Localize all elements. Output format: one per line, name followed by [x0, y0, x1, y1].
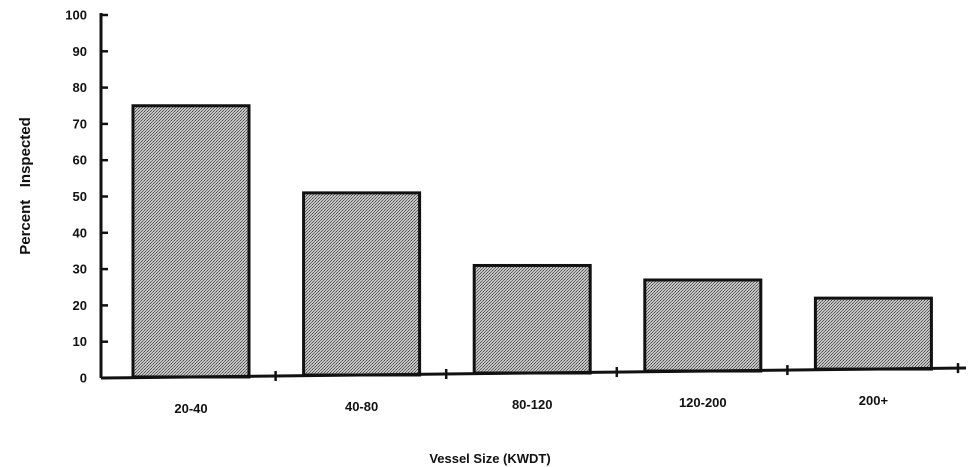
bar-80-120: [472, 263, 592, 375]
y-tick-label: 100: [65, 8, 87, 23]
y-tick-label: 80: [73, 80, 87, 95]
bars-group: [131, 104, 933, 379]
y-tick-label: 30: [73, 262, 87, 277]
x-tick-label: 80-120: [512, 397, 552, 412]
y-axis-title: Percent Inspected: [17, 117, 34, 255]
x-tick-label: 200+: [859, 393, 889, 408]
y-tick-label: 90: [73, 44, 87, 59]
bar-200+: [813, 296, 933, 371]
y-tick-label: 20: [73, 298, 87, 313]
x-axis-line: [100, 366, 967, 380]
y-tick-label: 50: [73, 189, 87, 204]
y-tick-label: 70: [73, 116, 87, 131]
y-tick-label: 10: [73, 334, 87, 349]
x-tick-label: 120-200: [679, 395, 727, 410]
y-tick-label: 40: [73, 225, 87, 240]
y-tick-label: 60: [73, 153, 87, 168]
bar-120-200: [643, 278, 763, 373]
y-tick-label: 0: [80, 371, 87, 386]
x-tick-label: 20-40: [174, 401, 207, 416]
x-tick-label: 40-80: [345, 399, 378, 414]
x-axis-title: Vessel Size (KWDT): [429, 451, 550, 466]
bar-20-40: [131, 104, 251, 379]
bar-40-80: [302, 191, 422, 377]
